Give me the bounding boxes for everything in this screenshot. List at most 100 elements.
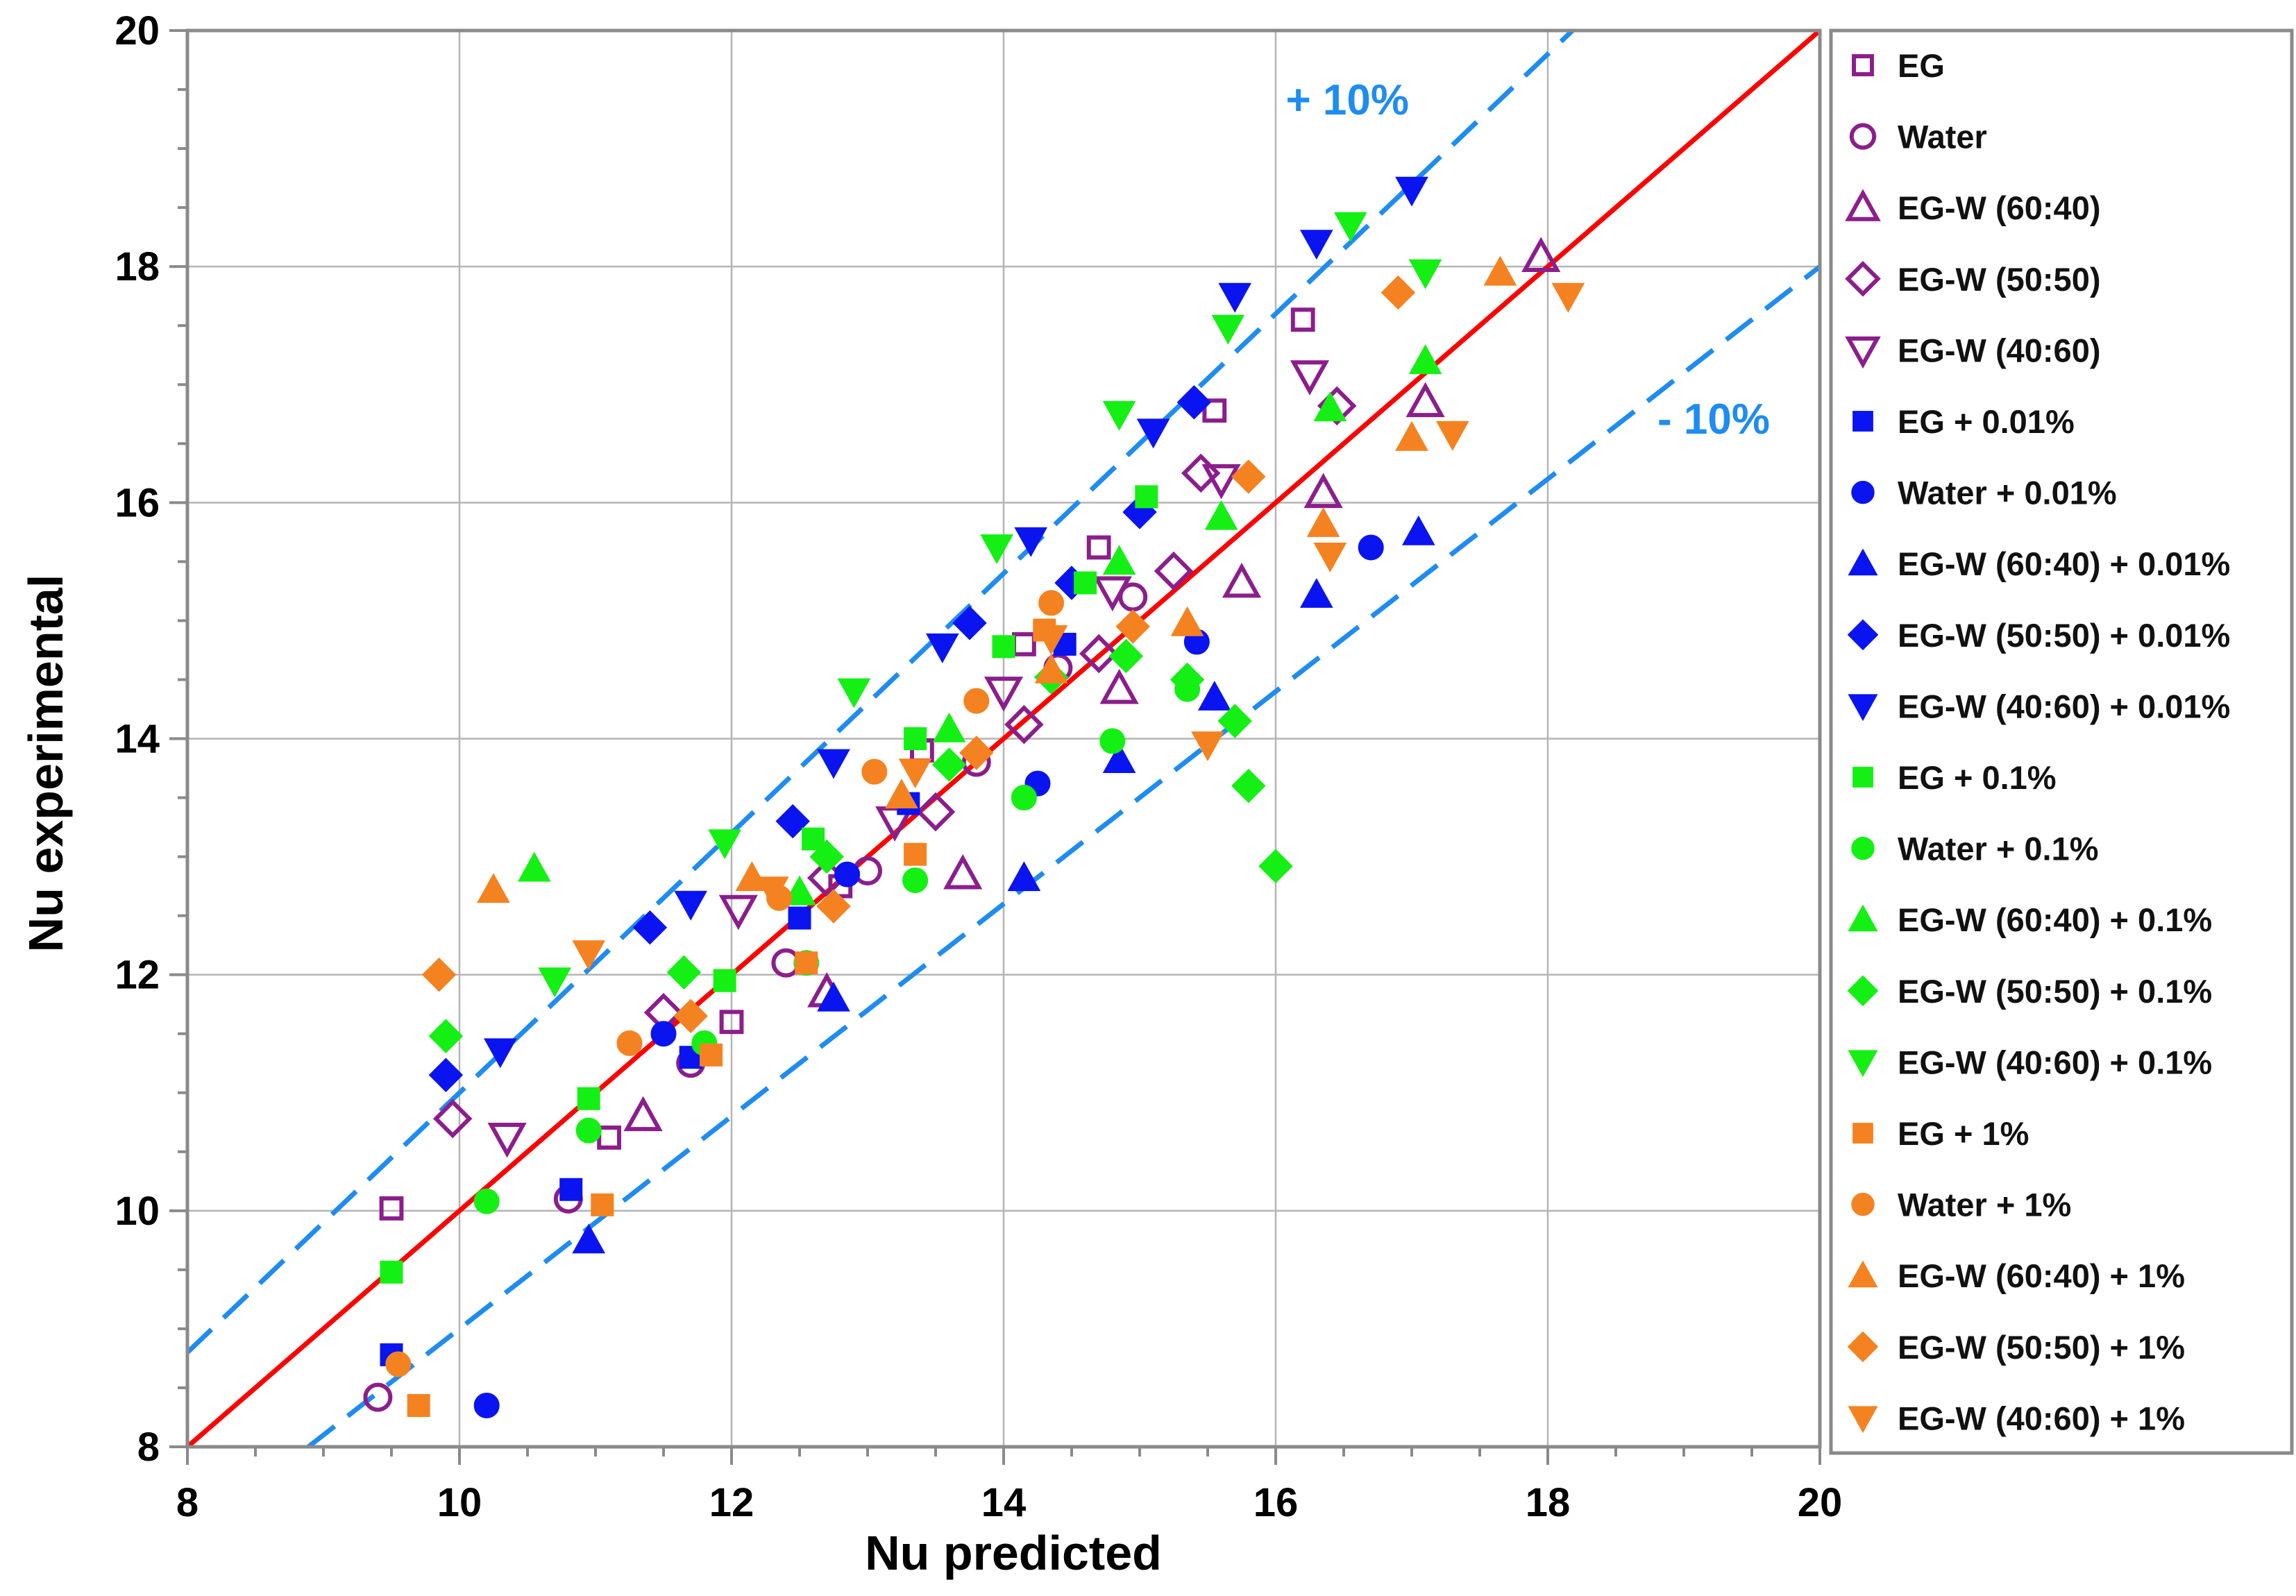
reference-line-3 — [307, 264, 1820, 1447]
data-point — [1004, 704, 1044, 745]
series-eg-1- — [407, 618, 1056, 1417]
data-point — [1136, 418, 1170, 449]
reference-lines: + 10% - 10% — [187, 31, 1820, 1447]
legend-marker — [1852, 411, 1873, 432]
series-eg-0-1- — [380, 485, 1158, 1284]
data-point — [1231, 459, 1266, 494]
data-point — [809, 839, 844, 874]
y-axis-label: Nu experimental — [19, 575, 73, 953]
legend-marker — [1848, 548, 1878, 576]
data-point — [984, 677, 1024, 712]
data-point — [931, 747, 967, 782]
data-point — [885, 779, 918, 809]
data-point — [1290, 360, 1330, 396]
legend-box — [1829, 28, 2294, 1455]
legend-label: EG-W (50:50) + 0.1% — [1898, 973, 2212, 1010]
data-point — [980, 534, 1014, 564]
data-point — [718, 894, 758, 931]
data-point — [572, 940, 606, 971]
data-point — [1202, 398, 1227, 423]
legend-item: EG + 0.1% — [1852, 759, 2057, 796]
legend-label: EG-W (60:40) + 0.01% — [1898, 545, 2230, 582]
legend-item: Water + 0.01% — [1851, 475, 2117, 511]
legend-item: Water + 1% — [1851, 1187, 2071, 1223]
data-point — [1197, 680, 1231, 711]
legend-label: Water + 0.1% — [1898, 831, 2099, 867]
data-point — [719, 1010, 744, 1035]
legend-item: EG-W (50:50) + 0.01% — [1847, 617, 2230, 654]
series-eg-w-50-50-0-01- — [428, 385, 1212, 1092]
data-point — [487, 1122, 527, 1158]
data-point — [1115, 609, 1150, 644]
legend-item: EG-W (50:50) + 1% — [1847, 1329, 2185, 1366]
legend-marker — [1848, 1260, 1878, 1288]
x-tick-label: 12 — [709, 1480, 754, 1525]
data-point — [788, 906, 811, 930]
data-point — [1170, 662, 1205, 697]
data-point — [755, 876, 789, 907]
data-point — [1435, 421, 1469, 451]
legend-marker — [1851, 1192, 1875, 1216]
reference-line-label: + 10% — [1285, 76, 1409, 124]
data-point — [477, 873, 510, 903]
series-eg-w-40-60-0-1- — [538, 212, 1442, 998]
data-point — [1191, 731, 1224, 762]
data-point — [1204, 500, 1238, 530]
legend-label: EG-W (60:40) — [1898, 189, 2101, 226]
data-point — [700, 1043, 723, 1067]
data-point — [1406, 382, 1445, 418]
data-point — [1211, 314, 1245, 345]
data-point — [1217, 704, 1252, 738]
legend-marker — [1845, 189, 1881, 221]
legend-label: EG-W (40:60) — [1898, 332, 2101, 368]
data-point — [623, 1096, 663, 1132]
series-eg-w-50-50-1- — [421, 275, 1416, 1033]
data-point — [1395, 421, 1428, 451]
data-point — [1102, 545, 1136, 575]
data-point — [483, 1038, 517, 1069]
data-point — [591, 1193, 614, 1216]
legend-item: EG-W (40:60) — [1845, 332, 2101, 368]
legend-marker — [1848, 1406, 1878, 1434]
data-point — [1201, 464, 1241, 500]
data-point — [932, 712, 966, 742]
data-point — [616, 1030, 643, 1056]
data-point — [379, 1196, 404, 1221]
legend-item: EG-W (60:40) + 0.01% — [1848, 545, 2230, 582]
data-point — [1313, 542, 1347, 572]
data-point — [1079, 634, 1119, 674]
legend-item: EG-W (60:40) + 0.1% — [1848, 901, 2212, 938]
legend-marker — [1852, 54, 1874, 76]
legend: EG Water EG-W (60:40) EG-W (50:50) EG-W (40:… — [1829, 28, 2294, 1455]
legend-marker — [1848, 904, 1878, 932]
data-point — [1011, 785, 1037, 811]
data-point — [1395, 176, 1428, 207]
data-point — [875, 806, 915, 842]
y-tick-label: 10 — [115, 1189, 160, 1234]
x-tick-label: 18 — [1526, 1480, 1571, 1525]
y-tick-label: 12 — [115, 953, 160, 998]
data-point — [959, 736, 994, 770]
y-tick-label: 20 — [115, 8, 160, 53]
data-point — [1299, 577, 1333, 608]
data-point — [559, 1178, 583, 1201]
data-points — [363, 176, 1585, 1418]
legend-marker — [1851, 480, 1875, 504]
data-point — [795, 951, 818, 975]
data-point — [915, 792, 956, 832]
legend-item: EG-W (50:50) — [1845, 261, 2101, 298]
data-point — [1099, 668, 1139, 704]
series-eg-w-40-60-0-01- — [483, 176, 1428, 1069]
data-point — [538, 967, 572, 998]
data-point — [1551, 282, 1585, 313]
data-point — [1333, 212, 1367, 242]
legend-label: EG-W (60:40) + 1% — [1898, 1257, 2185, 1294]
series-eg-w-40-60-1- — [572, 282, 1585, 971]
data-point — [428, 1058, 464, 1092]
x-tick-label: 14 — [981, 1480, 1027, 1525]
data-point — [363, 1382, 393, 1412]
legend-label: EG-W (60:40) + 0.1% — [1898, 901, 2212, 938]
data-point — [1313, 391, 1347, 422]
data-point — [1306, 507, 1340, 537]
